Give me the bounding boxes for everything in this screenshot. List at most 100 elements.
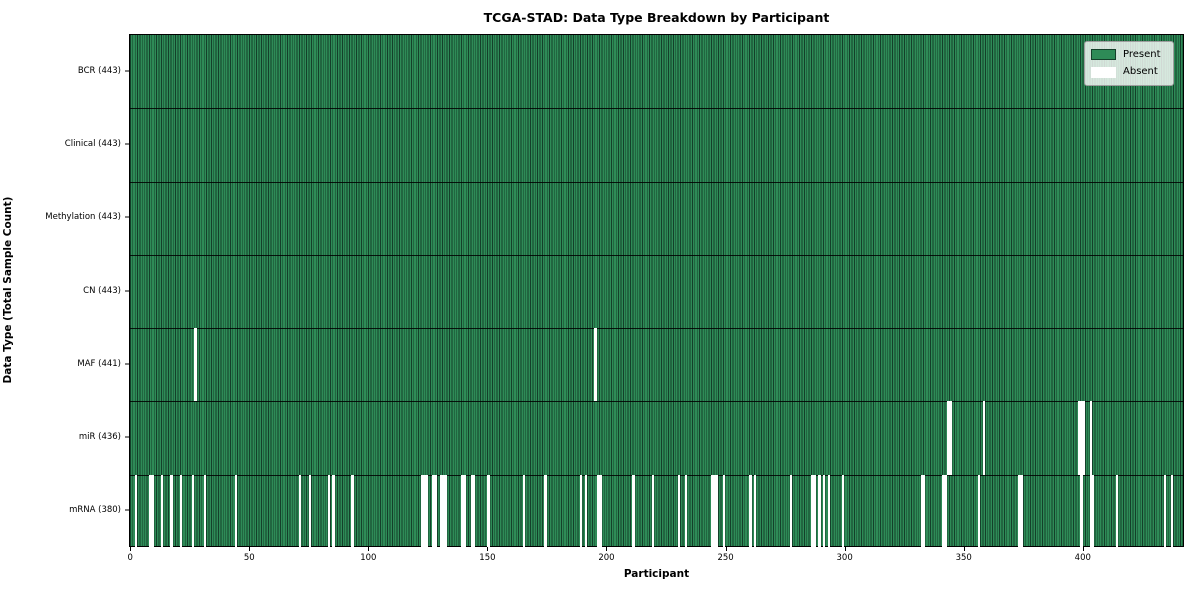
absent-cell-mRNA-289 — [818, 474, 821, 548]
xtick-mark — [249, 547, 251, 551]
absent-cell-mRNA-83 — [327, 474, 331, 548]
xtick-label-250: 250 — [717, 553, 734, 563]
absent-cell-mRNA-75 — [308, 474, 311, 548]
xtick-mark — [368, 547, 370, 551]
y-axis-title: Data Type (Total Sample Count) — [2, 196, 14, 384]
xtick-label-400: 400 — [1074, 553, 1091, 563]
absent-cell-mRNA-85 — [332, 474, 335, 548]
absent-cell-mRNA-150 — [487, 474, 490, 548]
absent-cell-mRNA-31 — [203, 474, 207, 548]
ytick-mark — [125, 70, 129, 72]
row-separator — [130, 401, 1183, 403]
xtick-mark — [844, 547, 846, 551]
absent-cell-mRNA-127 — [432, 474, 435, 548]
absent-cell-mRNA-245 — [713, 474, 716, 548]
row-separator — [130, 108, 1183, 110]
absent-cell-mRNA-2 — [134, 474, 138, 548]
absent-cell-mRNA-123 — [422, 474, 426, 548]
absent-cell-mRNA-165 — [522, 474, 526, 548]
absent-cell-mRNA-132 — [444, 474, 447, 548]
row-separator — [130, 474, 1183, 476]
absent-cell-miR-399 — [1080, 401, 1083, 475]
x-axis-title: Participant — [623, 568, 690, 580]
absent-cell-mRNA-17 — [170, 474, 173, 548]
absent-cell-mRNA-8 — [149, 474, 152, 548]
absent-cell-miR-400 — [1082, 401, 1085, 475]
absent-cell-mRNA-211 — [632, 474, 635, 548]
absent-cell-miR-344 — [949, 401, 952, 475]
absent-cell-mRNA-44 — [234, 474, 238, 548]
ytick-label-mRNA: mRNA (380) — [69, 505, 121, 516]
absent-cell-miR-358 — [982, 401, 985, 475]
xtick-mark — [963, 547, 965, 551]
absent-cell-mRNA-291 — [823, 474, 826, 548]
xtick-label-50: 50 — [243, 553, 255, 563]
absent-cell-mRNA-197 — [599, 474, 602, 548]
absent-cell-mRNA-124 — [425, 474, 428, 548]
xtick-mark — [130, 547, 132, 551]
absent-swatch-icon — [1091, 66, 1116, 78]
absent-cell-mRNA-414 — [1115, 474, 1119, 548]
absent-cell-mRNA-403 — [1089, 474, 1093, 548]
legend-item-absent: Absent — [1091, 66, 1167, 78]
absent-cell-mRNA-189 — [580, 474, 583, 548]
absent-cell-MAF-27 — [194, 328, 197, 402]
chart-title: TCGA-STAD: Data Type Breakdown by Partic… — [483, 10, 830, 25]
absent-cell-mRNA-373 — [1018, 474, 1021, 548]
xtick-label-150: 150 — [479, 553, 496, 563]
xtick-mark — [725, 547, 727, 551]
absent-cell-mRNA-244 — [711, 474, 714, 548]
absent-cell-MAF-195 — [594, 328, 597, 402]
absent-cell-mRNA-93 — [351, 474, 354, 548]
absent-cell-mRNA-434 — [1163, 474, 1166, 548]
ytick-mark — [125, 216, 129, 218]
absent-cell-mRNA-144 — [472, 474, 476, 548]
legend-item-present: Present — [1091, 48, 1167, 61]
absent-cell-mRNA-277 — [789, 474, 793, 548]
absent-cell-mRNA-293 — [827, 474, 831, 548]
absent-cell-miR-343 — [946, 401, 950, 475]
absent-cell-mRNA-131 — [441, 474, 445, 548]
xtick-mark — [606, 547, 608, 551]
plot-area — [129, 34, 1184, 548]
absent-cell-mRNA-333 — [923, 474, 926, 548]
absent-cell-mRNA-230 — [677, 474, 681, 548]
row-separator — [130, 254, 1183, 256]
absent-cell-mRNA-122 — [420, 474, 423, 548]
absent-cell-mRNA-128 — [434, 474, 438, 548]
absent-cell-mRNA-174 — [544, 474, 547, 548]
absent-cell-mRNA-299 — [842, 474, 845, 548]
absent-cell-mRNA-404 — [1092, 474, 1095, 548]
absent-cell-mRNA-140 — [463, 474, 466, 548]
xtick-mark — [1082, 547, 1084, 551]
xtick-mark — [487, 547, 489, 551]
ytick-label-Methylation: Methylation (443) — [45, 212, 121, 223]
absent-cell-mRNA-342 — [944, 474, 947, 548]
absent-cell-mRNA-191 — [584, 474, 588, 548]
absent-cell-miR-398 — [1077, 401, 1081, 475]
ytick-label-miR: miR (436) — [78, 432, 121, 443]
absent-cell-mRNA-249 — [722, 474, 726, 548]
absent-cell-mRNA-246 — [715, 474, 719, 548]
legend-label-absent: Absent — [1123, 66, 1158, 78]
xtick-label-300: 300 — [836, 553, 853, 563]
xtick-label-100: 100 — [360, 553, 377, 563]
present-swatch-icon — [1091, 49, 1116, 61]
xtick-label-350: 350 — [955, 553, 972, 563]
ytick-mark — [125, 509, 129, 511]
absent-cell-miR-403 — [1089, 401, 1093, 475]
absent-cell-mRNA-21 — [180, 474, 183, 548]
absent-cell-mRNA-233 — [684, 474, 688, 548]
absent-cell-mRNA-196 — [596, 474, 600, 548]
absent-cell-mRNA-356 — [977, 474, 981, 548]
row-separator — [130, 328, 1183, 330]
absent-cell-mRNA-286 — [811, 474, 814, 548]
row-separator — [130, 181, 1183, 183]
ytick-label-MAF: MAF (441) — [77, 358, 121, 369]
ytick-label-BCR: BCR (443) — [77, 65, 121, 76]
legend-label-present: Present — [1123, 48, 1161, 60]
absent-cell-mRNA-13 — [160, 474, 164, 548]
absent-cell-mRNA-9 — [151, 474, 154, 548]
absent-cell-mRNA-260 — [749, 474, 752, 548]
